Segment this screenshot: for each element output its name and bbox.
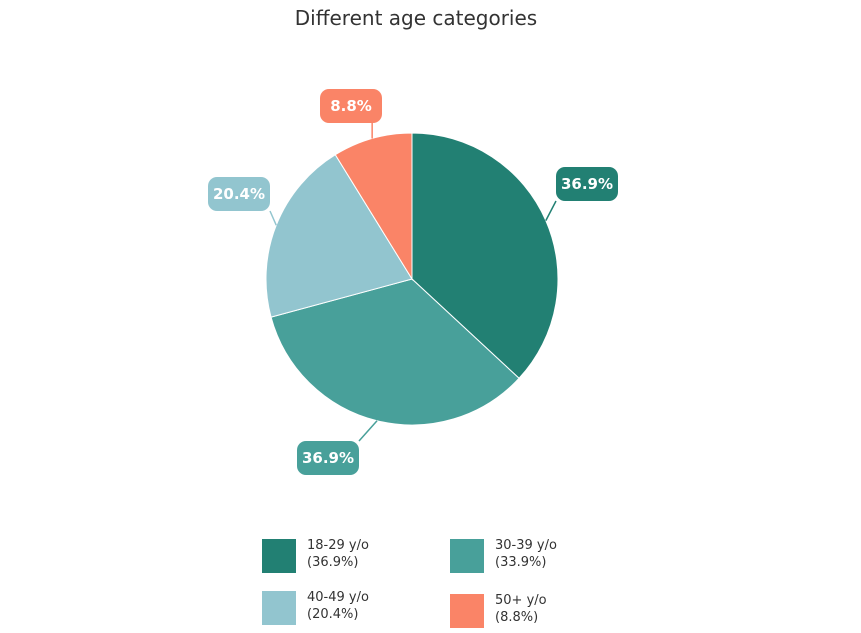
pie-slice-40-49[interactable]	[265, 154, 413, 318]
legend-value-50-plus: (8.8%)	[495, 610, 539, 625]
legend-text-50-plus: 50+ y/o (8.8%)	[495, 592, 547, 626]
legend-swatch-18-29	[262, 539, 296, 573]
legend-value-40-49: (20.4%)	[307, 607, 359, 622]
callout-box-50-plus	[320, 89, 382, 123]
legend-item-40-49[interactable]: 40-49 y/o (20.4%)	[262, 589, 452, 629]
data-label-30-39: 36.9%	[302, 449, 354, 467]
legend-swatch-30-39	[450, 539, 484, 573]
legend-text-18-29: 18-29 y/o (36.9%)	[307, 537, 369, 571]
pie-slice-50-plus[interactable]	[334, 132, 413, 281]
legend-value-18-29: (36.9%)	[307, 555, 359, 570]
legend-item-50-plus[interactable]: 50+ y/o (8.8%)	[450, 592, 640, 632]
legend-item-30-39[interactable]: 30-39 y/o (33.9%)	[450, 537, 640, 577]
legend-label-30-39: 30-39 y/o	[495, 538, 557, 553]
callouts-layer: 36.9% 36.9% 20.4% 8.8%	[208, 89, 618, 475]
callout-box-30-39	[297, 441, 359, 475]
leader-line-18-29	[545, 200, 557, 221]
legend-label-40-49: 40-49 y/o	[307, 590, 369, 605]
leader-line-40-49	[269, 210, 277, 226]
legend-swatch-50-plus	[450, 594, 484, 628]
slices-layer	[265, 132, 559, 426]
legend-label-18-29: 18-29 y/o	[307, 538, 369, 553]
pie-slice-30-39[interactable]	[270, 278, 520, 426]
chart-title: Different age categories	[294, 6, 538, 30]
legend-text-40-49: 40-49 y/o (20.4%)	[307, 589, 369, 623]
data-label-40-49: 20.4%	[213, 185, 265, 203]
leader-line-30-39	[358, 420, 378, 442]
legend-label-50-plus: 50+ y/o	[495, 593, 547, 608]
legend-value-30-39: (33.9%)	[495, 555, 547, 570]
data-label-18-29: 36.9%	[561, 175, 613, 193]
data-label-50-plus: 8.8%	[330, 97, 372, 115]
legend-text-30-39: 30-39 y/o (33.9%)	[495, 537, 557, 571]
legend: 18-29 y/o (36.9%) 30-39 y/o (33.9%) 40-4…	[262, 537, 682, 633]
callout-box-40-49	[208, 177, 270, 211]
legend-item-18-29[interactable]: 18-29 y/o (36.9%)	[262, 537, 452, 577]
callout-box-18-29	[556, 167, 618, 201]
legend-swatch-40-49	[262, 591, 296, 625]
